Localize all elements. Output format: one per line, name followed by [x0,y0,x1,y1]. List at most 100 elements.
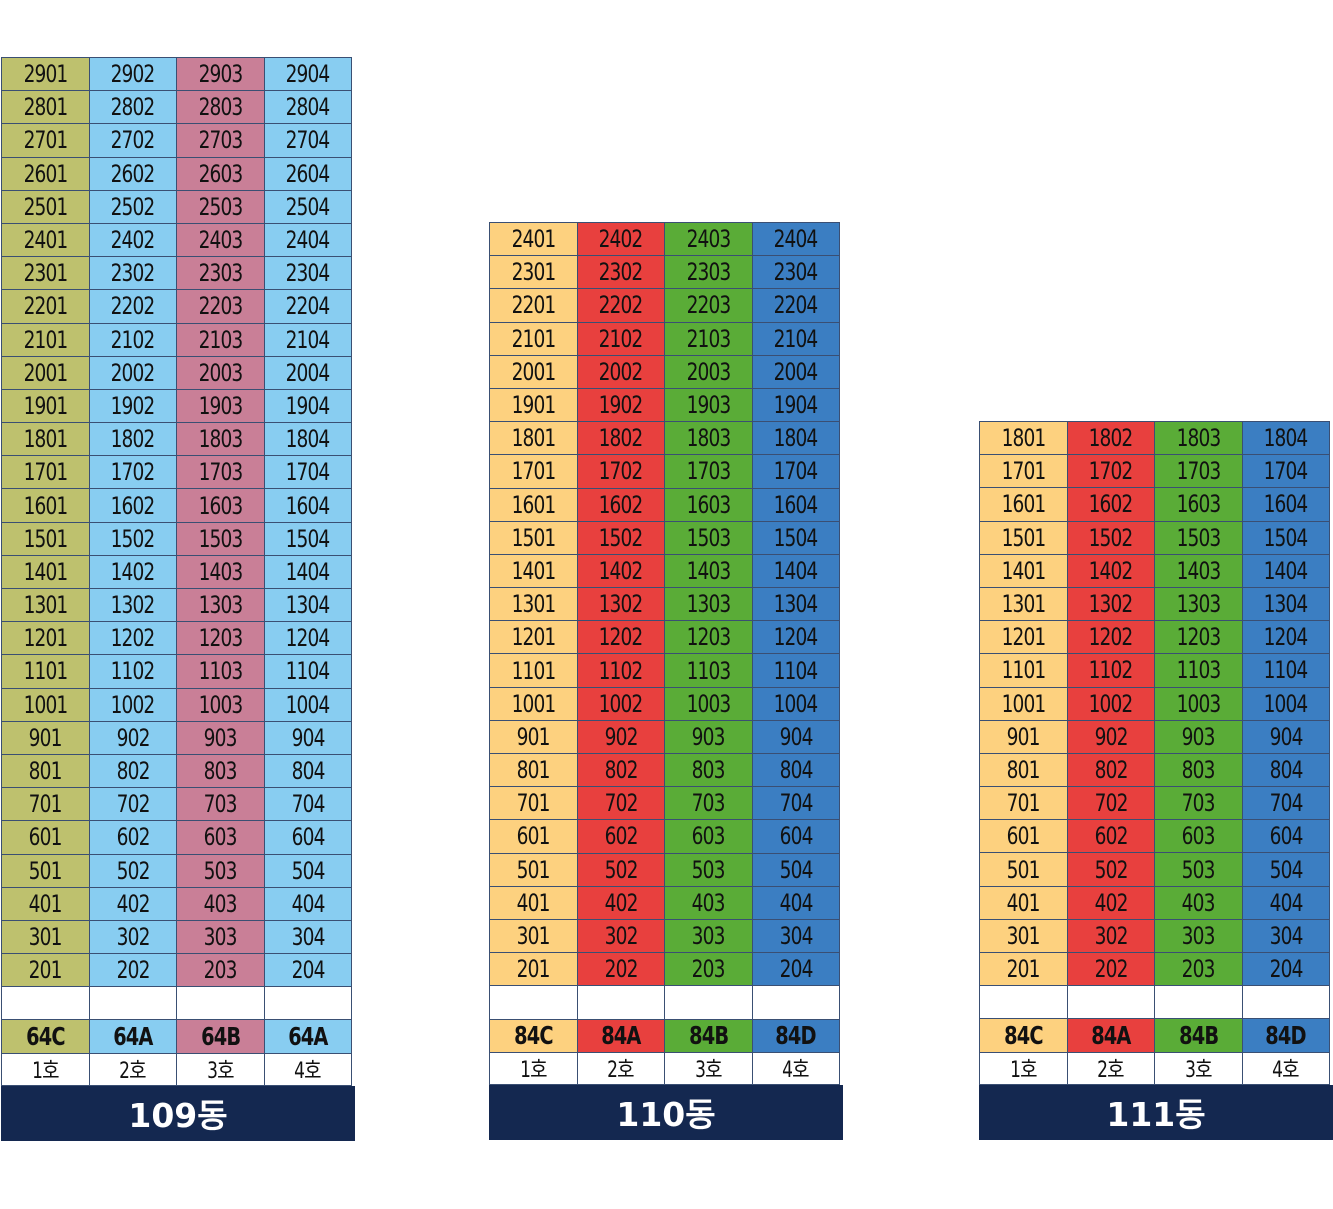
unit-number-cell: 1호 [1,1052,90,1086]
floor-row: 1001 1002 1003 1004 [979,686,1333,721]
unit-cell: 1503 [1154,520,1243,555]
unit-cell: 202 [576,952,665,987]
unit-cell: 802 [576,753,665,788]
unit-cell: 1102 [576,653,665,688]
unit-cell: 403 [664,885,753,920]
unit-cell: 1802 [1066,421,1155,456]
unit-cell: 503 [176,853,265,888]
blank-cell [88,986,177,1021]
floor-row: 201 202 203 204 [489,952,843,987]
blank-cell [576,985,665,1020]
unit-cell: 1404 [751,553,840,589]
unit-cell: 1903 [664,387,753,423]
unit-cell: 1802 [576,421,665,456]
floor-row: 1801 1802 1803 1804 [489,421,843,456]
floor-row: 1701 1702 1703 1704 [489,454,843,489]
unit-cell: 204 [1241,952,1330,987]
unit-cell: 2201 [489,288,578,323]
unit-cell: 2301 [1,256,90,291]
unit-cell: 1201 [1,621,90,656]
unit-cell: 1603 [1154,487,1243,522]
unit-cell: 2101 [1,322,90,357]
unit-cell: 204 [263,953,352,988]
unit-cell: 804 [263,753,352,789]
unit-number-row: 1호 2호 3호 4호 [1,1052,355,1086]
unit-cell: 1402 [1066,553,1155,588]
unit-cell: 1202 [576,620,665,655]
floor-row: 301 302 303 304 [489,918,843,954]
floor-row: 501 502 503 504 [979,852,1333,887]
unit-cell: 1602 [576,487,665,522]
unit-cell: 2703 [176,123,265,158]
floor-row: 601 602 603 604 [1,820,355,855]
blank-row [489,985,843,1020]
unit-cell: 2202 [576,288,665,323]
unit-cell: 704 [751,786,840,821]
blank-cell [1,986,90,1021]
unit-cell: 603 [664,819,753,854]
unit-cell: 1402 [88,554,177,589]
unit-cell: 1003 [1154,686,1243,721]
unit-cell: 1103 [176,654,265,689]
unit-cell: 1204 [263,621,352,656]
floor-row: 1001 1002 1003 1004 [1,687,355,722]
unit-cell: 1801 [1,422,90,457]
unit-cell: 1701 [979,454,1068,489]
unit-cell: 303 [1154,918,1243,953]
unit-cell: 1102 [1066,653,1155,688]
unit-cell: 301 [489,918,578,954]
unit-cell: 501 [979,852,1068,887]
unit-cell: 1101 [1,654,90,689]
floor-row: 1501 1502 1503 1504 [979,520,1333,555]
unit-cell: 2201 [1,289,90,324]
unit-number-cell: 3호 [176,1052,265,1086]
unit-cell: 2203 [664,288,753,323]
floor-row: 1301 1302 1303 1304 [489,587,843,622]
unit-cell: 2103 [664,321,753,356]
unit-cell: 2401 [1,222,90,258]
unit-cell: 2401 [489,222,578,257]
unit-cell: 601 [979,819,1068,854]
unit-number-cell: 4호 [1241,1051,1330,1085]
floor-row: 401 402 403 404 [489,885,843,920]
unit-cell: 704 [1241,786,1330,821]
unit-cell: 603 [1154,819,1243,854]
unit-cell: 1403 [664,553,753,589]
unit-cell: 504 [263,853,352,888]
unit-cell: 1604 [751,487,840,522]
unit-cell: 2902 [88,57,177,92]
unit-cell: 502 [88,853,177,888]
floor-row: 201 202 203 204 [1,953,355,988]
unit-cell: 2903 [176,57,265,92]
unit-cell: 1501 [489,520,578,555]
unit-cell: 1403 [1154,553,1243,588]
unit-cell: 401 [489,885,578,920]
unit-type-cell: 84C [979,1018,1068,1053]
unit-cell: 2404 [751,222,840,257]
unit-cell: 703 [1154,786,1243,821]
unit-cell: 1301 [489,587,578,622]
floor-row: 701 702 703 704 [979,786,1333,821]
unit-cell: 302 [88,919,177,955]
unit-cell: 1003 [176,687,265,722]
unit-cell: 1004 [263,687,352,722]
floor-row: 901 902 903 904 [979,719,1333,754]
unit-cell: 904 [1241,719,1330,754]
unit-cell: 2402 [576,222,665,257]
unit-cell: 1503 [664,520,753,555]
unit-cell: 2302 [88,256,177,291]
unit-type-cell: 64C [1,1019,90,1054]
unit-cell: 1703 [176,455,265,490]
unit-cell: 2501 [1,189,90,224]
unit-cell: 201 [1,953,90,988]
floor-row: 2201 2202 2203 2204 [489,288,843,323]
unit-cell: 402 [576,885,665,920]
building-label: 111동 [979,1084,1333,1140]
unit-cell: 901 [979,719,1068,754]
unit-cell: 2003 [176,355,265,390]
floor-row: 1901 1902 1903 1904 [1,388,355,424]
unit-cell: 1904 [263,388,352,424]
unit-cell: 602 [576,819,665,854]
floor-row: 701 702 703 704 [489,786,843,821]
unit-cell: 1002 [88,687,177,722]
